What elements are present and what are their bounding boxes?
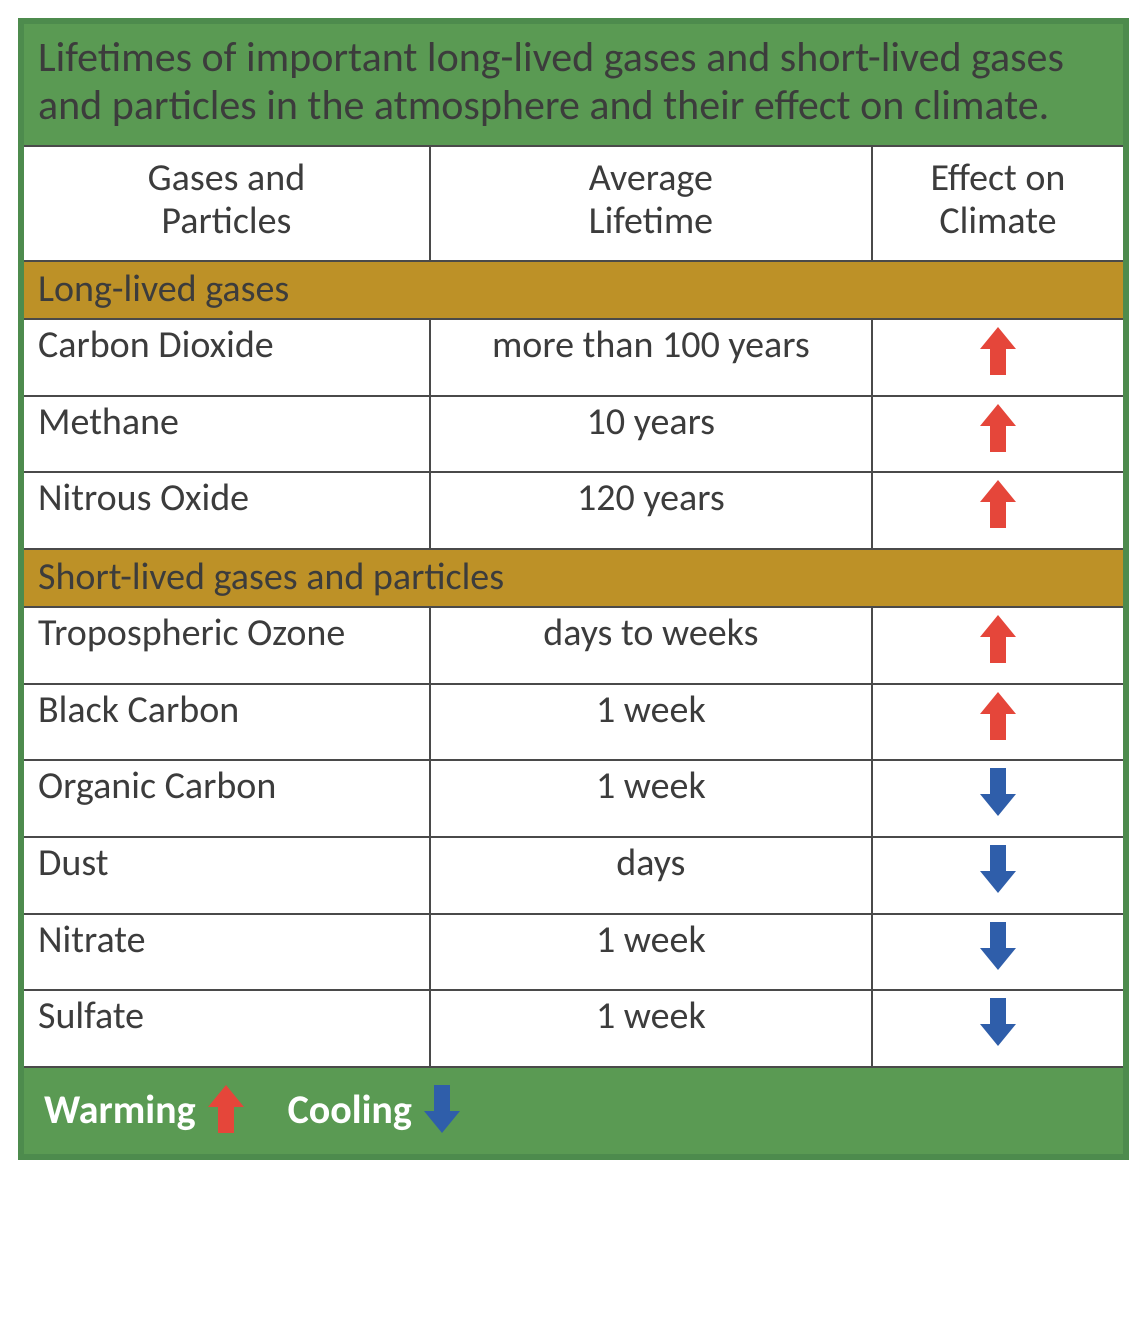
- gas-name: Sulfate: [38, 993, 144, 1039]
- table-row: Black Carbon 1 week: [21, 684, 1126, 761]
- header-col1-line2: Particles: [161, 198, 291, 244]
- table-row: Nitrous Oxide 120 years: [21, 472, 1126, 549]
- warming-arrow-icon: [976, 401, 1020, 455]
- gas-name: Tropospheric Ozone: [38, 610, 345, 656]
- gas-lifetime: 1 week: [596, 917, 706, 963]
- table-title: Lifetimes of important long-lived gases …: [38, 32, 1064, 131]
- cooling-arrow-icon: [976, 765, 1020, 819]
- table-row: Nitrate 1 week: [21, 914, 1126, 991]
- cooling-arrow-icon: [976, 995, 1020, 1049]
- table-row: Sulfate 1 week: [21, 990, 1126, 1067]
- gas-lifetime: more than 100 years: [492, 322, 810, 368]
- warming-arrow-icon: [976, 689, 1020, 743]
- section-header: Long-lived gases: [21, 261, 1126, 319]
- warming-arrow-icon: [976, 612, 1020, 666]
- legend-warming-label: Warming: [44, 1085, 196, 1134]
- section-label: Long-lived gases: [38, 266, 289, 312]
- header-col3-line1: Effect on: [930, 155, 1065, 201]
- gas-lifetime: 10 years: [587, 399, 715, 445]
- table-row: Tropospheric Ozone days to weeks: [21, 607, 1126, 684]
- header-col3-line2: Climate: [939, 198, 1056, 244]
- table-header-row: Gases andParticles AverageLifetime Effect …: [21, 146, 1126, 261]
- header-col2-line2: Lifetime: [589, 198, 713, 244]
- gas-name: Organic Carbon: [38, 763, 276, 809]
- section-label: Short-lived gases and particles: [38, 554, 504, 600]
- header-col2-line1: Average: [589, 155, 713, 201]
- cooling-arrow-icon: [420, 1082, 464, 1136]
- warming-arrow-icon: [976, 477, 1020, 531]
- cooling-arrow-icon: [976, 842, 1020, 896]
- gas-name: Carbon Dioxide: [38, 322, 274, 368]
- table-row: Carbon Dioxide more than 100 years: [21, 319, 1126, 396]
- legend-cooling-label: Cooling: [288, 1085, 412, 1134]
- table-row: Methane 10 years: [21, 396, 1126, 473]
- legend-row: Warming Cooling: [21, 1067, 1126, 1157]
- warming-arrow-icon: [204, 1082, 248, 1136]
- gas-lifetime: days to weeks: [543, 610, 758, 656]
- gas-name: Dust: [38, 840, 109, 886]
- climate-gases-table: Lifetimes of important long-lived gases …: [18, 18, 1129, 1160]
- table-title-row: Lifetimes of important long-lived gases …: [21, 21, 1126, 146]
- warming-arrow-icon: [976, 324, 1020, 378]
- gas-name: Nitrate: [38, 917, 146, 963]
- gas-lifetime: 1 week: [596, 993, 706, 1039]
- gas-lifetime: 1 week: [596, 687, 706, 733]
- gas-lifetime: 1 week: [596, 763, 706, 809]
- cooling-arrow-icon: [976, 919, 1020, 973]
- gas-name: Methane: [38, 399, 179, 445]
- gas-lifetime: days: [616, 840, 685, 886]
- section-header: Short-lived gases and particles: [21, 549, 1126, 607]
- header-col1-line1: Gases and: [148, 155, 306, 201]
- gas-name: Nitrous Oxide: [38, 475, 249, 521]
- table-row: Dust days: [21, 837, 1126, 914]
- gas-lifetime: 120 years: [577, 475, 725, 521]
- gas-name: Black Carbon: [38, 687, 239, 733]
- table-row: Organic Carbon 1 week: [21, 760, 1126, 837]
